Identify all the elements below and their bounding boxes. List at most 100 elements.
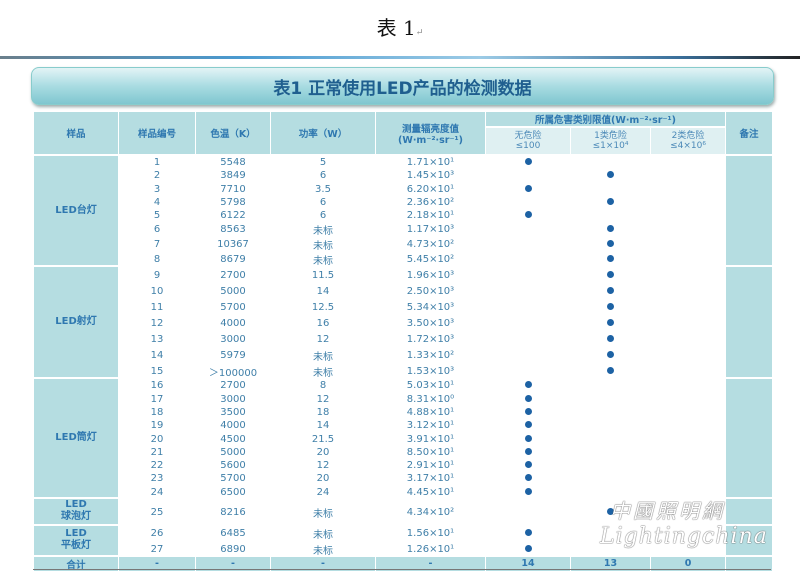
color-temperature: 6500 [220,486,246,498]
total-count: 14 [486,556,570,571]
sample-number: 13 [150,333,164,345]
hazard-dot-icon [607,255,614,263]
color-temperature: 5548 [220,157,246,169]
radiance: 5.03×10¹ [406,380,455,392]
paragraph-mark: ↵ [415,28,424,38]
hazard-cell-1 [571,379,650,392]
power: 未标 [313,351,333,363]
sample-number: 8 [153,254,161,266]
group-label: LED筒灯 [34,379,118,499]
hazard-cell-0 [486,541,570,557]
hazard-cell-1 [571,526,650,542]
hazard-cell-0 [486,222,570,237]
hazard-cell-0 [486,252,570,267]
radiance: 3.50×10³ [406,317,455,329]
header-radiance-unit: (W·m⁻²·sr⁻¹) [398,134,463,146]
total-radiance: - [376,556,485,571]
hazard-name: 1类危险 [594,131,627,141]
hazard-cell-2 [651,472,725,485]
hazard-dot-icon [607,318,614,326]
sample-number: 11 [150,301,164,313]
hazard-cell-0 [486,446,570,459]
table-row: 18 3500 18 4.88×10¹ [34,406,772,419]
power: 5 [319,157,327,169]
sample-number: 26 [150,528,164,540]
group-label-line1: LED射灯 [55,316,97,328]
color-temperature: 6890 [220,543,246,555]
sample-number: 10 [150,285,164,297]
table-row: LED 平板灯 26 6485 未标 1.56×10¹ [34,525,772,557]
table-row: 10 5000 14 2.50×10³ [34,283,772,299]
hazard-limit: ≤4×10⁶ [670,141,706,151]
header-hazard-group: 所属危害类别限值(W·m⁻²·sr⁻¹) [486,112,725,128]
table-row: LED筒灯 16 2700 8 5.03×10¹ [34,379,772,499]
total-number: - [119,556,195,571]
hazard-cell-0 [486,209,570,222]
hazard-cell-1 [571,237,650,252]
hazard-cell-0 [486,379,570,392]
header-radiance-label: 测量辐亮度值 [401,123,459,135]
sample-number: 12 [150,317,164,329]
power: 6 [319,170,327,182]
hazard-cell-1 [571,299,650,315]
radiance: 1.96×10³ [406,269,455,281]
table-row: 8 8679 未标 5.45×10² [34,252,772,267]
header-note: 备注 [726,112,772,156]
radiance: 5.45×10² [406,254,455,266]
header-sample: 样品 [34,112,118,156]
hazard-dot-icon [607,171,614,179]
power: 6 [319,210,327,222]
hazard-cell-0 [486,283,570,299]
hazard-cell-1 [571,156,650,169]
hazard-cell-2 [651,222,725,237]
hazard-cell-0 [486,331,570,347]
hazard-cell-1 [571,446,650,459]
radiance: 3.17×10¹ [406,473,455,485]
total-count: 0 [651,556,725,571]
radiance: 3.12×10¹ [406,420,455,432]
color-temperature: 3849 [220,170,246,182]
hazard-name: 无危险 [514,131,542,141]
group-label-line1: LED [65,528,87,540]
hazard-cell-1 [571,183,650,196]
hazard-cell-1 [571,459,650,472]
radiance: 8.50×10¹ [406,446,455,458]
radiance: 4.45×10¹ [406,486,455,498]
hazard-cell-1 [571,419,650,432]
group-label: LED射灯 [34,267,118,380]
total-cct: - [196,556,270,571]
radiance: 2.18×10¹ [406,210,455,222]
hazard-cell-1 [571,486,650,499]
sample-number: 1 [153,157,161,169]
sample-number: 14 [150,349,164,361]
group-label-line1: LED筒灯 [55,432,97,444]
hazard-dot-icon [524,407,532,415]
total-count: 13 [571,556,650,571]
hazard-cell-0 [486,267,570,283]
sample-number: 22 [150,460,164,472]
hazard-cell-2 [651,283,725,299]
bottom-divider [33,569,771,570]
document-title: 表 1↵ [0,12,800,41]
sample-number: 2 [153,170,161,182]
hazard-cell-2 [651,432,725,445]
hazard-cell-2 [651,486,725,499]
power: 12 [316,460,330,472]
group-label: LED 平板灯 [34,525,118,557]
table-row: 24 6500 24 4.45×10¹ [34,486,772,499]
table-row: 5 6122 6 2.18×10¹ [34,209,772,222]
hazard-cell-0 [486,347,570,363]
color-temperature: 4500 [220,433,246,445]
total-note [726,556,772,571]
radiance: 4.73×10² [406,239,455,251]
power: 21.5 [311,433,335,445]
document-title-text: 表 1 [376,16,416,40]
hazard-cell-1 [571,331,650,347]
hazard-dot-icon [607,225,614,233]
radiance: 1.72×10³ [406,333,455,345]
power: 未标 [313,508,333,520]
power: 14 [316,285,330,297]
sample-number: 3 [153,183,161,195]
divider [0,56,800,59]
table-row: LED 球泡灯 25 8216 未标 4.34×10² [34,498,772,526]
